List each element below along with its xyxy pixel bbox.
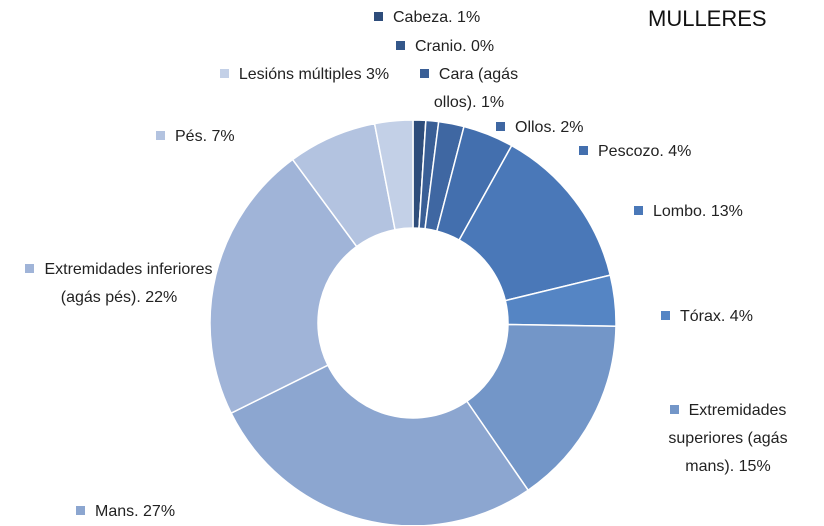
label-category: Mans. [95, 503, 139, 520]
legend-swatch [419, 69, 429, 78]
legend-swatch [219, 69, 229, 78]
label-value: 0% [471, 38, 495, 55]
legend-swatch [661, 311, 670, 320]
legend-swatch [76, 506, 85, 515]
label-category: Ollos. [515, 119, 556, 136]
legend-swatch [669, 405, 679, 414]
label-category: Extremidades inferiores (agás pés). [44, 261, 213, 306]
label-category: Tórax. [680, 308, 726, 325]
data-label: Ollos. 2% [496, 114, 583, 142]
data-label: Tórax. 4% [661, 303, 753, 331]
label-value: 4% [729, 308, 753, 325]
data-label: Extremidades inferiores (agás pés). 22% [14, 256, 224, 312]
donut-slice [458, 144, 612, 302]
label-category: Pescozo. [598, 143, 664, 160]
legend-swatch [156, 131, 165, 140]
label-category: Cranio. [415, 38, 467, 55]
label-value: 2% [560, 119, 584, 136]
label-value: 27% [143, 503, 176, 520]
donut-slice [209, 158, 358, 415]
label-category: Cara (agás ollos). [433, 66, 519, 111]
legend-swatch [25, 264, 35, 273]
data-label: Cabeza. 1% [374, 4, 480, 32]
legend-swatch [579, 146, 588, 155]
data-label: Extremidades superiores (agás mans). 15% [648, 397, 808, 481]
data-label: Cara (agás ollos). 1% [405, 61, 533, 117]
legend-swatch [634, 206, 643, 215]
label-category: Lombo. [653, 203, 707, 220]
data-label: Pés. 7% [156, 123, 235, 151]
label-value: 1% [457, 9, 481, 26]
data-label: Mans. 27% [76, 498, 175, 526]
label-value: 1% [481, 94, 505, 111]
label-value: 22% [145, 289, 178, 306]
label-category: Extremidades superiores (agás mans). [668, 402, 788, 475]
label-value: 4% [668, 143, 692, 160]
legend-swatch [374, 12, 383, 21]
label-value: 13% [710, 203, 743, 220]
data-label: Pescozo. 4% [579, 138, 691, 166]
label-value: 15% [738, 458, 771, 475]
donut-slice [373, 119, 414, 231]
label-value: 7% [211, 128, 235, 145]
label-category: Cabeza. [393, 9, 453, 26]
chart-title: MULLERES [648, 6, 767, 31]
data-label: Lesións múltiples 3% [212, 61, 397, 89]
data-label: Lombo. 13% [634, 198, 743, 226]
label-value: 3% [366, 66, 390, 83]
legend-swatch [396, 41, 405, 50]
donut-slice [465, 323, 617, 492]
label-category: Pés. [175, 128, 208, 145]
label-category: Lesións múltiples [238, 66, 362, 83]
data-label: Cranio. 0% [396, 33, 494, 61]
legend-swatch [496, 122, 505, 131]
